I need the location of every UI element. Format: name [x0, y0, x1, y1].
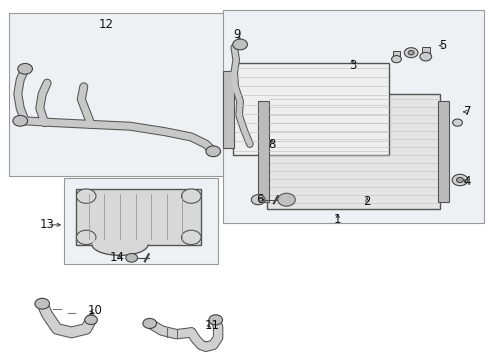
Circle shape — [126, 253, 138, 262]
Bar — [9, 13, 224, 176]
Bar — [233, 63, 389, 155]
Bar — [393, 51, 400, 59]
Bar — [223, 10, 485, 223]
Circle shape — [420, 52, 432, 61]
Circle shape — [13, 116, 27, 126]
Circle shape — [233, 39, 247, 50]
Text: 11: 11 — [204, 319, 219, 332]
Text: 3: 3 — [349, 59, 356, 72]
Circle shape — [278, 193, 295, 206]
Text: 7: 7 — [464, 105, 471, 118]
Circle shape — [408, 50, 414, 55]
Bar — [258, 101, 269, 202]
Circle shape — [181, 189, 201, 203]
Circle shape — [143, 319, 157, 328]
Circle shape — [452, 174, 468, 186]
Bar — [422, 47, 430, 56]
Text: 12: 12 — [98, 18, 113, 31]
Text: 4: 4 — [464, 175, 471, 188]
Bar — [438, 101, 449, 202]
Circle shape — [453, 119, 463, 126]
Bar — [64, 178, 218, 264]
Text: 5: 5 — [439, 39, 446, 52]
Circle shape — [76, 230, 96, 244]
Bar — [267, 94, 441, 209]
Circle shape — [18, 63, 32, 74]
Text: 13: 13 — [40, 218, 54, 231]
Text: 14: 14 — [109, 251, 124, 264]
Circle shape — [251, 195, 265, 205]
Text: 9: 9 — [233, 28, 241, 41]
Text: 10: 10 — [88, 305, 102, 318]
Bar — [76, 189, 201, 244]
Text: 1: 1 — [334, 213, 342, 226]
Circle shape — [76, 189, 96, 203]
Ellipse shape — [92, 235, 148, 255]
Circle shape — [392, 55, 401, 63]
Circle shape — [457, 177, 464, 183]
Circle shape — [85, 315, 98, 324]
Circle shape — [209, 315, 222, 325]
Text: 8: 8 — [268, 138, 275, 150]
Circle shape — [35, 298, 49, 309]
Circle shape — [404, 48, 418, 58]
Bar — [223, 71, 234, 148]
Text: 6: 6 — [256, 193, 264, 206]
Circle shape — [181, 230, 201, 244]
Text: 2: 2 — [364, 195, 371, 208]
Circle shape — [206, 146, 220, 157]
